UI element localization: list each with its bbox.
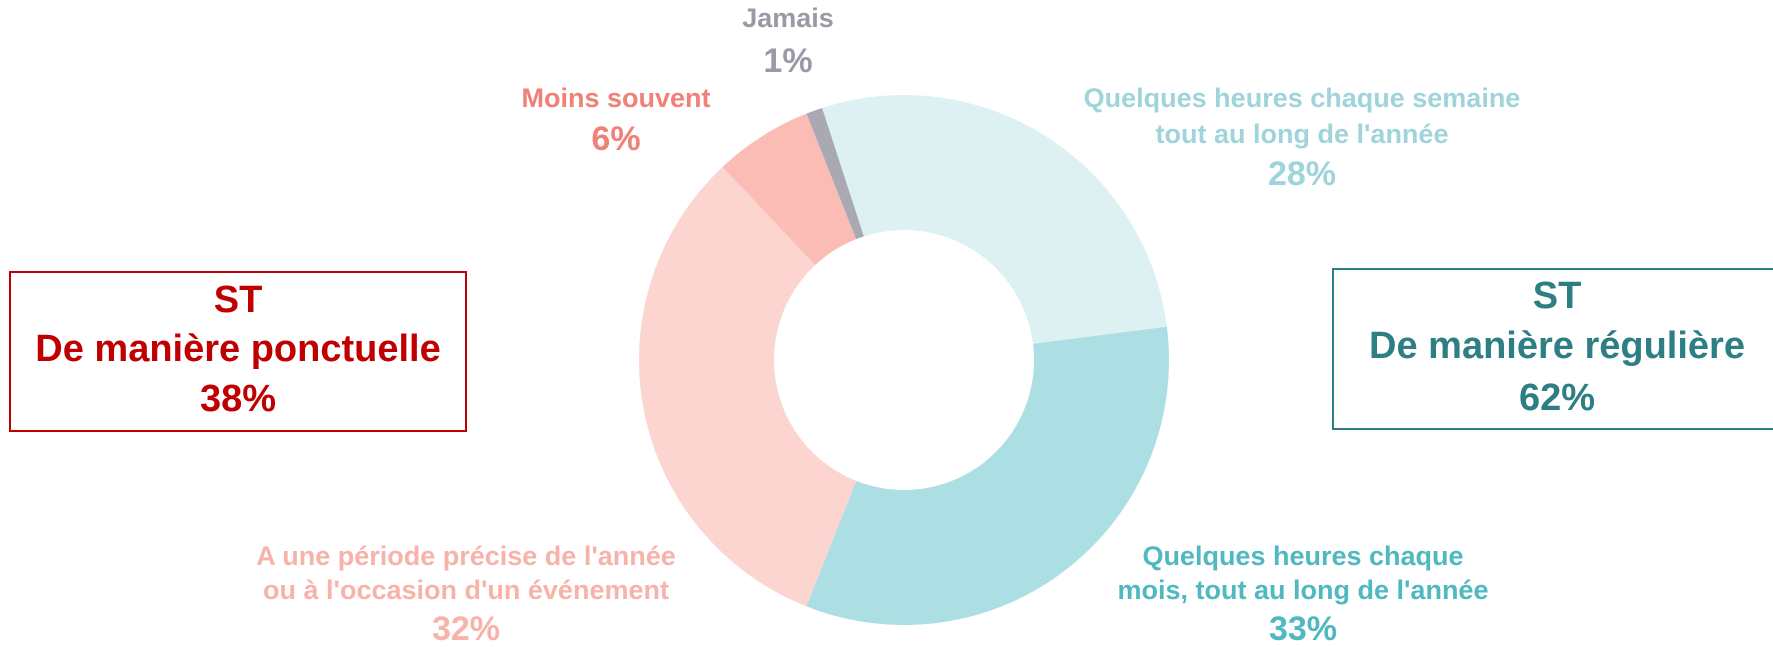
slice-label: tout au long de l'année bbox=[1156, 119, 1449, 149]
annotation-text: ST bbox=[1533, 275, 1582, 317]
slice-label: Quelques heures chaque semaine bbox=[1084, 83, 1521, 113]
slice-value-label: 6% bbox=[591, 120, 640, 158]
donut-slice bbox=[822, 94, 1167, 344]
annotation-text: ST bbox=[214, 279, 263, 321]
slice-label: A une période précise de l'année bbox=[256, 541, 676, 571]
slice-value-label: 1% bbox=[763, 42, 812, 80]
slice-label: ou à l'occasion d'un événement bbox=[263, 575, 669, 605]
slice-value-label: 28% bbox=[1268, 155, 1336, 193]
slice-label: mois, tout au long de l'année bbox=[1118, 575, 1489, 605]
annotation-box bbox=[1332, 268, 1773, 430]
annotation-text: De manière régulière bbox=[1369, 325, 1745, 367]
slice-label: Quelques heures chaque bbox=[1142, 541, 1463, 571]
slice-value-label: 32% bbox=[432, 610, 500, 647]
slice-value-label: 33% bbox=[1269, 610, 1337, 647]
slice-label: Jamais bbox=[742, 3, 834, 33]
annotation-text: 38% bbox=[200, 378, 276, 420]
annotation-box bbox=[9, 271, 467, 432]
slice-label: Moins souvent bbox=[521, 83, 710, 113]
annotation-text: De manière ponctuelle bbox=[35, 328, 440, 370]
donut-slice bbox=[722, 113, 857, 266]
donut-slice bbox=[806, 107, 864, 240]
annotation-text: 62% bbox=[1519, 377, 1595, 419]
donut-slice bbox=[806, 326, 1169, 625]
donut-slice bbox=[639, 166, 857, 607]
